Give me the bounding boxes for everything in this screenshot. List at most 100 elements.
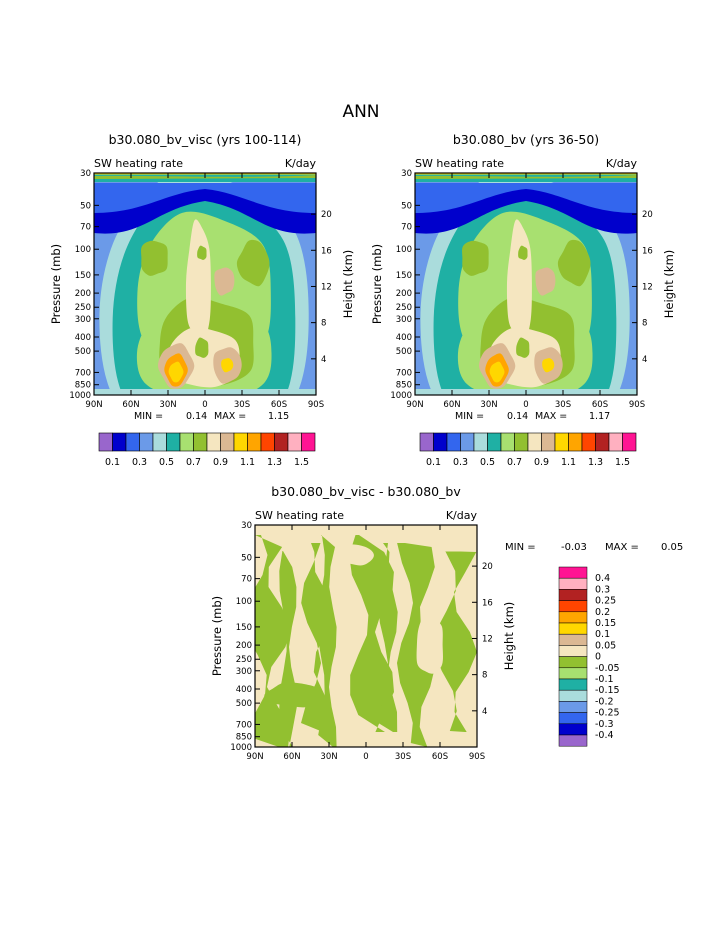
y-right-axis-label: Height (km) <box>662 250 676 319</box>
y-tick-label: 70 <box>241 575 252 585</box>
colorbar-swatch <box>558 566 588 579</box>
y-tick-label: 700 <box>396 368 412 378</box>
fill-level-0.7 <box>195 337 209 358</box>
colorbar-label: -0.3 <box>595 719 614 730</box>
fill-level-0.9 <box>214 267 235 296</box>
colorbar-label: -0.25 <box>595 708 620 719</box>
y-tick-label: 250 <box>236 655 252 665</box>
fill-level-0 <box>416 613 443 674</box>
colorbar-label: -0.15 <box>595 685 620 696</box>
colorbar-swatch <box>558 611 588 624</box>
figure-title: ANN <box>342 102 379 122</box>
y-tick-label: 500 <box>236 699 252 709</box>
colorbar-swatch <box>558 712 588 725</box>
x-tick-label: 90N <box>246 752 263 762</box>
y-right-tick-label: 8 <box>321 319 326 329</box>
x-tick-label: 0 <box>363 752 368 762</box>
y-tick-label: 200 <box>75 289 91 299</box>
min-label: MIN = <box>505 542 536 553</box>
colorbar: 0.40.30.250.20.150.10.050-0.05-0.1-0.15-… <box>558 566 620 747</box>
panel-subtitle-left: SW heating rate <box>415 157 504 170</box>
x-tick-label: 60N <box>443 400 460 410</box>
x-tick-label: 30S <box>555 400 571 410</box>
fill-level--0.05 <box>378 543 398 732</box>
colorbar-label: 0.1 <box>595 629 610 640</box>
x-tick-label: 0 <box>202 400 207 410</box>
colorbar-label: 0.25 <box>595 596 616 607</box>
x-tick-label: 60N <box>283 752 300 762</box>
min-value: -0.03 <box>561 542 587 553</box>
max-value: 0.05 <box>661 542 683 553</box>
y-right-tick-label: 12 <box>482 634 493 644</box>
colorbar-label: 0.1 <box>426 457 441 468</box>
colorbar-swatch <box>274 432 289 452</box>
colorbar-label: 0.15 <box>595 618 616 629</box>
panel-title: b30.080_bv (yrs 36-50) <box>453 132 599 147</box>
y-tick-label: 250 <box>75 303 91 313</box>
colorbar-swatch <box>193 432 208 452</box>
y-tick-label: 1000 <box>69 391 91 401</box>
x-tick-label: 90N <box>85 400 102 410</box>
y-right-tick-label: 16 <box>642 246 653 256</box>
y-tick-label: 850 <box>396 381 412 391</box>
colorbar-swatch <box>558 667 588 680</box>
y-tick-label: 500 <box>396 347 412 357</box>
y-tick-label: 400 <box>75 333 91 343</box>
fill-level--0.05 <box>255 535 292 747</box>
colorbar-swatch <box>558 656 588 669</box>
colorbar-label: 1.3 <box>588 457 603 468</box>
y-right-tick-label: 12 <box>642 282 653 292</box>
fill-level-0.7 <box>141 240 168 276</box>
colorbar-label: 0.9 <box>534 457 549 468</box>
colorbar: 0.1 0.3 0.5 0.7 0.9 1.1 1.3 1.5 <box>98 432 316 468</box>
y-tick-label: 50 <box>80 201 91 211</box>
colorbar-swatch <box>139 432 154 452</box>
max-label: MAX = <box>214 411 246 422</box>
colorbar-swatch <box>301 432 316 452</box>
y-tick-label: 30 <box>241 521 252 531</box>
colorbar-label: 0.5 <box>480 457 495 468</box>
colorbar-swatch <box>558 701 588 713</box>
colorbar-label: 0.3 <box>595 584 610 595</box>
y-tick-label: 50 <box>241 553 252 563</box>
colorbar-swatch <box>558 734 588 747</box>
y-tick-label: 300 <box>396 315 412 325</box>
fill-level--0.05 <box>264 682 323 708</box>
colorbar-swatch <box>558 723 588 736</box>
contour-fill <box>255 525 477 747</box>
y-tick-label: 150 <box>236 623 252 633</box>
fill-level--0.05 <box>397 543 435 747</box>
fill-level-0.7 <box>518 245 528 260</box>
fill-level-1.1 <box>542 358 555 373</box>
colorbar-swatch <box>558 689 588 702</box>
colorbar-swatch <box>500 432 515 452</box>
colorbar-swatch <box>558 600 588 613</box>
y-tick-label: 100 <box>396 245 412 255</box>
min-value: 0.14 <box>507 411 528 422</box>
max-value: 1.15 <box>268 411 289 422</box>
y-right-axis-label: Height (km) <box>502 602 516 671</box>
max-label: MAX = <box>605 542 639 553</box>
colorbar-swatch <box>166 432 181 452</box>
y-tick-label: 100 <box>236 597 252 607</box>
y-tick-label: 30 <box>401 169 412 179</box>
x-tick-label: 90N <box>406 400 423 410</box>
min-label: MIN = <box>134 411 163 422</box>
panel-subtitle-right: K/day <box>446 509 478 522</box>
panel-title: b30.080_bv_visc - b30.080_bv <box>271 484 461 499</box>
x-tick-label: 60S <box>271 400 287 410</box>
y-right-tick-label: 12 <box>321 282 332 292</box>
colorbar-swatch <box>487 432 502 452</box>
colorbar-label: 0.9 <box>213 457 228 468</box>
y-tick-label: 700 <box>236 720 252 730</box>
panel-subtitle-right: K/day <box>606 157 638 170</box>
fill-level-1.1 <box>221 358 234 373</box>
y-axis-label: Pressure (mb) <box>370 244 384 324</box>
min-label: MIN = <box>455 411 484 422</box>
colorbar-swatch <box>541 432 556 452</box>
y-tick-label: 50 <box>401 201 412 211</box>
colorbar: 0.1 0.3 0.5 0.7 0.9 1.1 1.3 1.5 <box>419 432 637 468</box>
y-right-tick-label: 8 <box>642 319 647 329</box>
colorbar-swatch <box>558 577 588 590</box>
fill-level--0.05 <box>317 535 337 747</box>
